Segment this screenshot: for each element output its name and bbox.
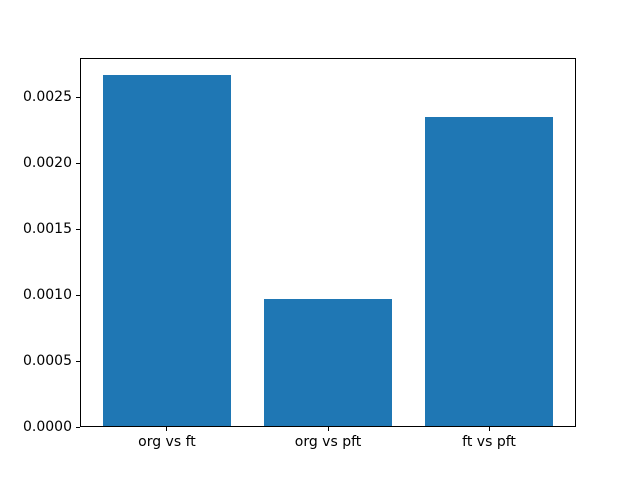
y-tick-mark	[76, 162, 80, 164]
y-tick-mark	[76, 360, 80, 362]
y-tick-mark	[76, 426, 80, 428]
y-tick-label: 0.0025	[23, 89, 72, 106]
y-tick-label: 0.0005	[23, 353, 72, 370]
y-tick-label: 0.0000	[23, 419, 72, 436]
y-tick-label: 0.0015	[23, 221, 72, 238]
x-tick-label: org vs pft	[294, 434, 362, 451]
x-tick-label: org vs ft	[138, 434, 196, 451]
x-tick-mark	[327, 427, 329, 432]
bar-ft-vs-pft	[424, 116, 554, 428]
y-tick-mark	[76, 96, 80, 98]
bar-org-vs-pft	[263, 299, 393, 428]
x-tick-mark	[488, 427, 490, 432]
bars-layer	[80, 58, 576, 428]
plot-area	[80, 57, 576, 428]
x-tick-label: ft vs pft	[462, 434, 516, 451]
y-tick-label: 0.0020	[23, 155, 72, 172]
bar-org-vs-ft	[102, 74, 232, 428]
x-tick-mark	[166, 427, 168, 432]
y-tick-mark	[76, 228, 80, 230]
y-tick-label: 0.0010	[23, 287, 72, 304]
y-tick-mark	[76, 294, 80, 296]
axes-frame	[80, 57, 576, 428]
